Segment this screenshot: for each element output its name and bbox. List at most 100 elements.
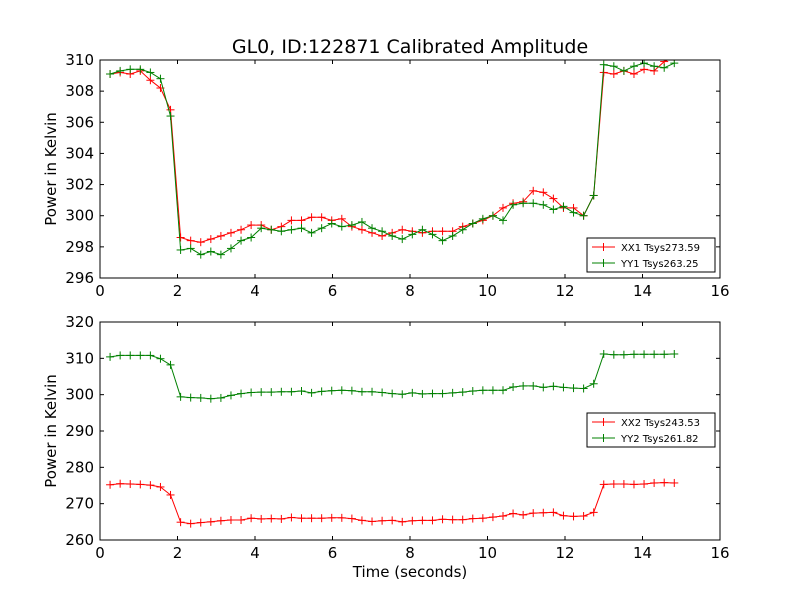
bottom-y-tick-label: 280: [65, 458, 94, 476]
bottom-series-1-point: [186, 519, 195, 528]
bottom-series-1-point: [317, 514, 326, 523]
bottom-series-2-point: [287, 387, 296, 396]
bottom-series-1-point: [579, 512, 588, 521]
bottom-series-2-point: [569, 384, 578, 393]
bottom-series-1-point: [297, 514, 306, 523]
bottom-series-1-point: [629, 480, 638, 489]
bottom-series-1-point: [478, 514, 487, 523]
bottom-series-2-point: [206, 394, 215, 403]
top-series-1-point: [629, 70, 638, 79]
bottom-series-2-point: [388, 389, 397, 398]
top-series-2-point: [106, 70, 115, 79]
top-series-2-point: [408, 230, 417, 239]
top-series-2-point: [226, 244, 235, 253]
bottom-series-2-point: [347, 386, 356, 395]
bottom-series-1-point: [226, 516, 235, 525]
top-series-1-point: [287, 216, 296, 225]
top-series-2-point: [146, 68, 155, 77]
bottom-series-1-point: [136, 480, 145, 489]
bottom-series-2-point: [277, 387, 286, 396]
top-series-1-point: [317, 213, 326, 222]
top-y-tick-label: 308: [65, 82, 94, 100]
bottom-series-2-point: [468, 387, 477, 396]
top-x-tick-label: 4: [250, 282, 260, 300]
bottom-series-1-point: [499, 512, 507, 521]
bottom-x-tick-label: 14: [633, 544, 652, 562]
bottom-series-1-point: [529, 509, 538, 518]
bottom-series-2-point: [357, 387, 366, 396]
bottom-series-1-point: [418, 516, 427, 525]
top-series-2-point: [519, 199, 528, 208]
bottom-x-axis-label: Time (seconds): [352, 563, 468, 581]
top-series-1-point: [196, 238, 205, 247]
bottom-series-1-point: [408, 516, 417, 525]
top-series-1-point: [176, 233, 185, 242]
top-series-2-point: [468, 219, 477, 228]
bottom-series-2-point: [629, 350, 638, 359]
top-series-2-point: [549, 205, 558, 214]
bottom-y-tick-label: 320: [65, 313, 94, 331]
top-series-2-point: [559, 202, 568, 211]
bottom-panel: 0 2 4 6 8 10 12 14 16 260 270 280 290 300 310 320 Power…: [42, 313, 730, 581]
bottom-x-tick-label: 2: [173, 544, 183, 562]
bottom-series-2-point: [650, 350, 659, 359]
top-series-2-point: [599, 60, 608, 69]
bottom-y-axis-label: Power in Kelvin: [42, 374, 60, 488]
top-series-2-point: [488, 211, 497, 220]
bottom-series-2-point: [116, 351, 125, 360]
top-x-tick-label: 10: [478, 282, 497, 300]
bottom-series-2-point: [499, 386, 507, 395]
bottom-series-2-point: [337, 386, 346, 395]
bottom-series-2-point: [589, 379, 598, 388]
bottom-series-2-point: [247, 388, 256, 397]
bottom-series-1-point: [458, 515, 467, 524]
top-legend-marker: [599, 259, 608, 267]
top-x-tick-label: 12: [555, 282, 574, 300]
bottom-series-2-point: [418, 389, 427, 398]
bottom-legend-box: [586, 412, 716, 448]
bottom-series-2-point: [327, 386, 336, 395]
bottom-series-1-point: [428, 516, 437, 525]
bottom-series-2-point: [458, 388, 467, 397]
bottom-series-1-point: [549, 508, 558, 517]
bottom-series-2-point: [428, 389, 437, 398]
top-x-tick-label: 8: [405, 282, 415, 300]
bottom-series-2-point: [378, 388, 387, 397]
top-series-2-point: [619, 66, 628, 75]
bottom-series-1-point: [146, 481, 155, 490]
bottom-series-2-point: [156, 354, 165, 363]
bottom-legend-label: YY2 Tsys261.82: [620, 434, 699, 445]
bottom-series-2-point: [599, 349, 608, 358]
bottom-series-1-point: [216, 516, 225, 525]
bottom-series-2-point: [559, 383, 568, 392]
bottom-legend-marker: [599, 418, 608, 426]
bottom-series-2-point: [106, 352, 115, 361]
bottom-series-1-point: [116, 479, 125, 488]
top-y-tick-label: 306: [65, 113, 94, 131]
bottom-series-2-point: [640, 350, 649, 359]
bottom-series-1-point: [307, 514, 316, 523]
bottom-series-2-point: [438, 389, 447, 398]
bottom-series-2-point: [519, 381, 528, 390]
top-series-2-point: [136, 65, 145, 74]
top-series-2-point: [569, 208, 578, 217]
top-series-2-point: [126, 65, 135, 74]
top-series-1-point: [216, 231, 225, 240]
top-series-1-point: [549, 194, 558, 203]
top-series-2-point: [448, 231, 457, 240]
bottom-series-2-point: [267, 388, 276, 397]
top-series-2-point: [509, 200, 518, 209]
bottom-series-1-point: [398, 517, 407, 526]
top-series-1-point: [297, 216, 306, 225]
bottom-series-2-point: [619, 350, 628, 359]
bottom-series-2-point: [529, 381, 538, 390]
bottom-x-tick-label: 0: [95, 544, 105, 562]
bottom-x-tick-label: 4: [250, 544, 260, 562]
bottom-series-2-point: [660, 350, 669, 359]
bottom-series-2-point: [196, 393, 205, 402]
top-series-2-point: [176, 245, 185, 254]
bottom-series-1-point: [438, 515, 447, 524]
top-series-1-point: [529, 186, 538, 195]
top-series-1-point: [186, 236, 195, 245]
top-series-1-point: [499, 203, 507, 212]
